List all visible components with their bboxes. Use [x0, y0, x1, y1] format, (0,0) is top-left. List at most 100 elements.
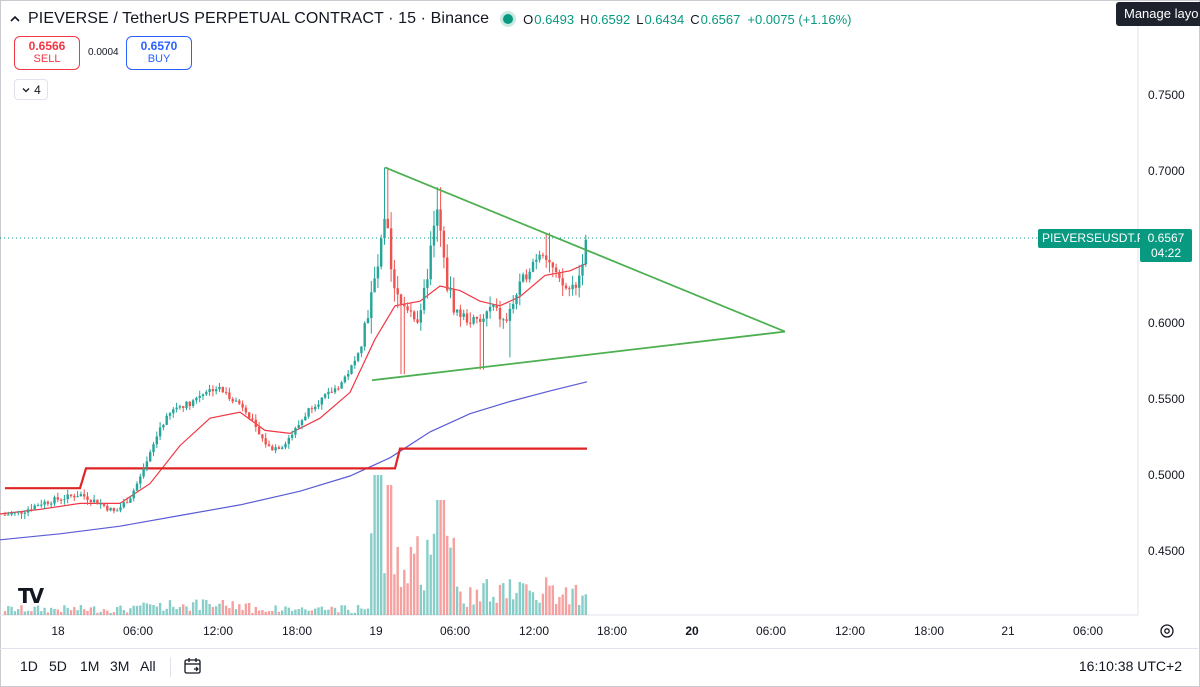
range-5d-button[interactable]: 5D [49, 658, 67, 674]
symbol-title[interactable]: PIEVERSE / TetherUS PERPETUAL CONTRACT ·… [28, 10, 490, 27]
calendar-icon[interactable] [182, 655, 204, 677]
candle-body [125, 502, 129, 504]
volume-bar [178, 607, 182, 615]
candle-body [33, 505, 36, 510]
volume-bar [439, 500, 442, 615]
candle-body [43, 501, 46, 505]
candle-body [30, 509, 33, 511]
candle-body [561, 278, 564, 286]
volume-bar [323, 609, 327, 615]
candle-body [323, 394, 327, 398]
candle-body [548, 259, 551, 263]
volume-bar [7, 605, 10, 615]
last-price-tag: 0.6567 04:22 [1140, 229, 1192, 262]
time-scale-label: 20 [685, 624, 699, 638]
candle-body [132, 490, 135, 499]
chevron-up-icon[interactable] [8, 12, 22, 26]
triangle-drawing[interactable] [371, 166, 786, 382]
volume-bar [135, 605, 139, 615]
volume-bar [492, 596, 495, 615]
price-scale-label: 0.5000 [1148, 468, 1185, 482]
volume-bar [205, 599, 208, 615]
volume-bar [218, 603, 221, 615]
candle-body [449, 289, 452, 291]
volume-bar [485, 579, 488, 615]
buy-button[interactable]: 0.6570 BUY [126, 36, 192, 70]
volume-bar [284, 606, 287, 615]
candle-body [224, 392, 228, 394]
candle-body [264, 438, 267, 445]
candle-body [403, 304, 406, 307]
volume-bar [307, 610, 310, 615]
candle-body [383, 218, 386, 239]
range-1m-button[interactable]: 1M [80, 658, 100, 674]
volume-bar [99, 611, 102, 615]
volume-bar [340, 605, 343, 615]
sell-button[interactable]: 0.6566 SELL [14, 36, 80, 70]
candlestick-series [3, 167, 587, 519]
clock-timezone[interactable]: 16:10:38 UTC+2 [1078, 658, 1182, 674]
candle-body [73, 495, 76, 498]
candle-body [479, 318, 482, 322]
volume-bar [129, 608, 132, 615]
manage-layout-button[interactable]: Manage layo [1116, 2, 1200, 26]
volume-bar [515, 592, 518, 615]
candle-body [129, 498, 132, 503]
volume-bar [304, 609, 307, 615]
volume-bar [356, 605, 360, 615]
candle-body [389, 228, 393, 270]
range-1d-button[interactable]: 1D [20, 658, 38, 674]
volume-bar [30, 611, 33, 615]
candle-body [3, 514, 7, 516]
time-scale-label: 06:00 [122, 624, 154, 638]
candle-body [340, 382, 343, 389]
slow-moving-average-line [0, 381, 588, 541]
last-price-symbol-tag: PIEVERSEUSDT.P [1038, 229, 1149, 248]
time-scale-label: 18:00 [596, 624, 628, 638]
volume-bar [363, 609, 366, 615]
candle-body [558, 272, 561, 279]
time-scale-label: 21 [1001, 624, 1015, 638]
ohlc-low-label: L [636, 11, 644, 27]
volume-bar [139, 605, 142, 615]
indicators-toggle[interactable]: 4 [14, 79, 48, 100]
volume-bar [290, 610, 294, 615]
candle-body [350, 365, 353, 374]
range-all-button[interactable]: All [140, 658, 156, 674]
candle-body [495, 304, 498, 308]
volume-bar [125, 612, 129, 615]
volume-bar [538, 602, 541, 615]
volume-bar [389, 485, 393, 615]
candle-body [317, 404, 320, 407]
volume-bar [102, 609, 106, 615]
candle-body [46, 501, 50, 504]
candle-body [112, 508, 116, 512]
gear-icon[interactable] [1158, 622, 1176, 640]
candle-body [330, 391, 333, 393]
volume-bar [221, 599, 224, 615]
chart-plot-area[interactable] [0, 0, 1200, 648]
candle-body [165, 415, 168, 425]
candle-body [578, 275, 581, 288]
volume-bar [360, 608, 363, 615]
volume-bar [436, 500, 439, 615]
time-scale-label: 06:00 [439, 624, 471, 638]
volume-bar [26, 610, 30, 615]
volume-bar [10, 606, 13, 615]
volume-bar [442, 500, 446, 615]
volume-bar [92, 606, 96, 615]
candle-body [508, 308, 512, 321]
volume-bar [89, 607, 92, 615]
tradingview-logo[interactable]: TV [18, 584, 44, 608]
volume-bar [393, 574, 396, 615]
volume-bar [426, 539, 429, 615]
candle-body [419, 310, 422, 323]
candle-body [66, 494, 69, 500]
volume-bar [251, 612, 254, 615]
candle-body [525, 274, 528, 280]
volume-bar [142, 602, 145, 615]
volume-bar [535, 599, 538, 615]
range-3m-button[interactable]: 3M [110, 658, 130, 674]
volume-bar [244, 603, 248, 615]
candle-body [287, 437, 290, 444]
